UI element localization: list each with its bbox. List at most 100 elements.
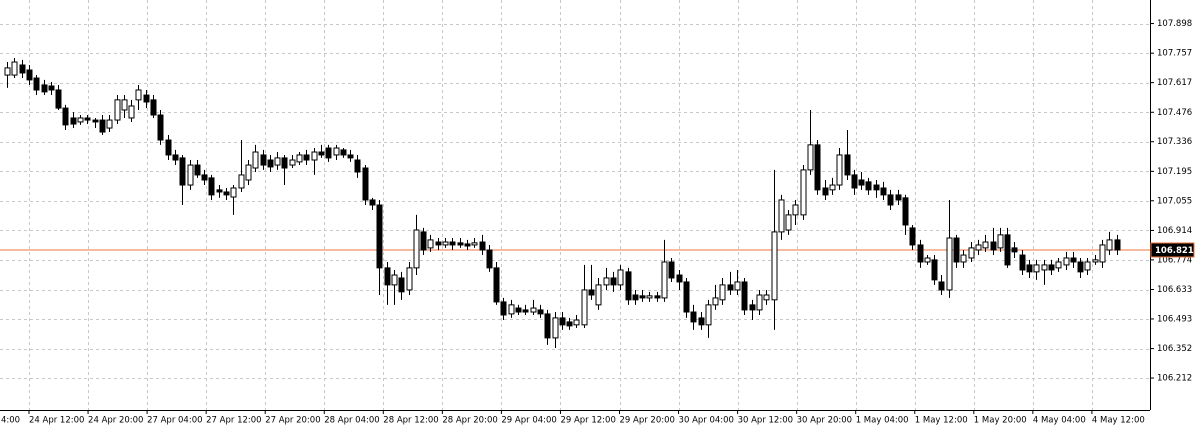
y-tick-label: 106.493 bbox=[1157, 314, 1192, 324]
candle-body bbox=[376, 204, 383, 269]
candle-body bbox=[62, 107, 69, 126]
candle-body bbox=[1063, 257, 1070, 266]
candle-body bbox=[48, 85, 55, 91]
candle-body bbox=[296, 154, 303, 163]
candle-body bbox=[1099, 244, 1106, 263]
candle-body bbox=[727, 284, 734, 291]
y-tick-label: 106.633 bbox=[1157, 285, 1192, 295]
candle-body bbox=[303, 154, 310, 161]
x-tick-label: 24 Apr 20:00 bbox=[88, 416, 143, 426]
candle-body bbox=[785, 214, 792, 231]
candle-body bbox=[1026, 264, 1033, 273]
candle-body bbox=[384, 267, 391, 286]
y-tick-label: 106.774 bbox=[1157, 255, 1192, 265]
candle-body bbox=[814, 144, 821, 191]
y-tick-label: 106.212 bbox=[1157, 374, 1192, 384]
y-tick-label: 107.757 bbox=[1157, 49, 1192, 59]
candle-body bbox=[143, 94, 150, 103]
candle-body bbox=[712, 297, 719, 306]
candle-body bbox=[610, 277, 617, 286]
y-tick-label: 107.617 bbox=[1157, 78, 1192, 88]
candle-body bbox=[179, 157, 186, 186]
candle-body bbox=[800, 169, 807, 216]
candle-body bbox=[1048, 264, 1055, 271]
candle-body bbox=[698, 317, 705, 326]
candle-body bbox=[968, 247, 975, 259]
candle-body bbox=[150, 99, 157, 116]
candle-body bbox=[55, 89, 62, 109]
candle-body bbox=[960, 254, 967, 263]
candle-body bbox=[252, 151, 259, 169]
candle-body bbox=[1092, 259, 1099, 263]
candle-body bbox=[201, 174, 208, 181]
x-tick-label: 4:00 bbox=[1, 416, 20, 426]
candle-body bbox=[982, 241, 989, 249]
candle-body bbox=[654, 295, 661, 299]
x-tick-label: 27 Apr 12:00 bbox=[206, 416, 261, 426]
candle-body bbox=[778, 199, 785, 233]
candle-body bbox=[19, 64, 26, 74]
candle-body bbox=[449, 241, 456, 246]
candle-body bbox=[953, 237, 960, 263]
candle-body bbox=[114, 99, 121, 121]
candle-body bbox=[917, 244, 924, 263]
candle-body bbox=[683, 281, 690, 313]
x-tick-label: 1 May 04:00 bbox=[856, 416, 909, 426]
candle-body bbox=[92, 119, 99, 123]
candle-body bbox=[391, 274, 398, 286]
candle-body bbox=[420, 231, 427, 251]
candle-body bbox=[807, 144, 814, 171]
candle-body bbox=[135, 89, 142, 101]
candle-body bbox=[749, 304, 756, 311]
x-tick-label: 4 May 04:00 bbox=[1033, 416, 1086, 426]
candle-body bbox=[676, 274, 683, 283]
candle-body bbox=[289, 159, 296, 166]
candle-body bbox=[187, 164, 194, 186]
x-tick-label: 30 Apr 20:00 bbox=[797, 416, 852, 426]
y-tick-label: 107.195 bbox=[1157, 167, 1192, 177]
candle-body bbox=[552, 317, 559, 339]
candle-body bbox=[858, 179, 865, 186]
candle-body bbox=[1070, 257, 1077, 263]
candle-body bbox=[11, 61, 18, 76]
candle-body bbox=[84, 117, 91, 121]
candle-body bbox=[1011, 247, 1018, 253]
candle-body bbox=[887, 194, 894, 206]
x-tick-label: 24 Apr 12:00 bbox=[29, 416, 84, 426]
candle-body bbox=[705, 304, 712, 326]
candle-body bbox=[4, 67, 11, 76]
candle-body bbox=[931, 259, 938, 281]
candle-body bbox=[165, 139, 172, 156]
candle-body bbox=[522, 309, 529, 313]
candle-body bbox=[398, 277, 405, 293]
x-tick-label: 29 Apr 12:00 bbox=[560, 416, 615, 426]
y-tick-label: 107.476 bbox=[1157, 108, 1192, 118]
x-tick-label: 1 May 20:00 bbox=[974, 416, 1027, 426]
candle-body bbox=[1055, 261, 1062, 269]
candle-body bbox=[442, 241, 449, 246]
y-tick-label: 107.336 bbox=[1157, 137, 1192, 147]
candle-body bbox=[544, 313, 551, 339]
x-tick-label: 27 Apr 04:00 bbox=[147, 416, 202, 426]
x-tick-label: 4 May 12:00 bbox=[1092, 416, 1145, 426]
candle-body bbox=[975, 244, 982, 251]
candle-body bbox=[851, 174, 858, 189]
candle-body bbox=[617, 269, 624, 286]
candle-body bbox=[471, 242, 478, 246]
candle-body bbox=[573, 319, 580, 326]
candle-body bbox=[924, 257, 931, 263]
y-tick-label: 107.055 bbox=[1157, 196, 1192, 206]
candle-body bbox=[1084, 261, 1091, 271]
x-tick-label: 30 Apr 12:00 bbox=[738, 416, 793, 426]
candle-body bbox=[1041, 264, 1048, 271]
candle-body bbox=[836, 154, 843, 186]
candle-body bbox=[997, 234, 1004, 249]
x-tick-label: 27 Apr 20:00 bbox=[265, 416, 320, 426]
candle-body bbox=[829, 184, 836, 191]
candle-body bbox=[1077, 261, 1084, 273]
candle-body bbox=[588, 289, 595, 296]
candle-body bbox=[194, 164, 201, 176]
candle-body bbox=[41, 84, 48, 93]
candle-body bbox=[106, 119, 113, 129]
